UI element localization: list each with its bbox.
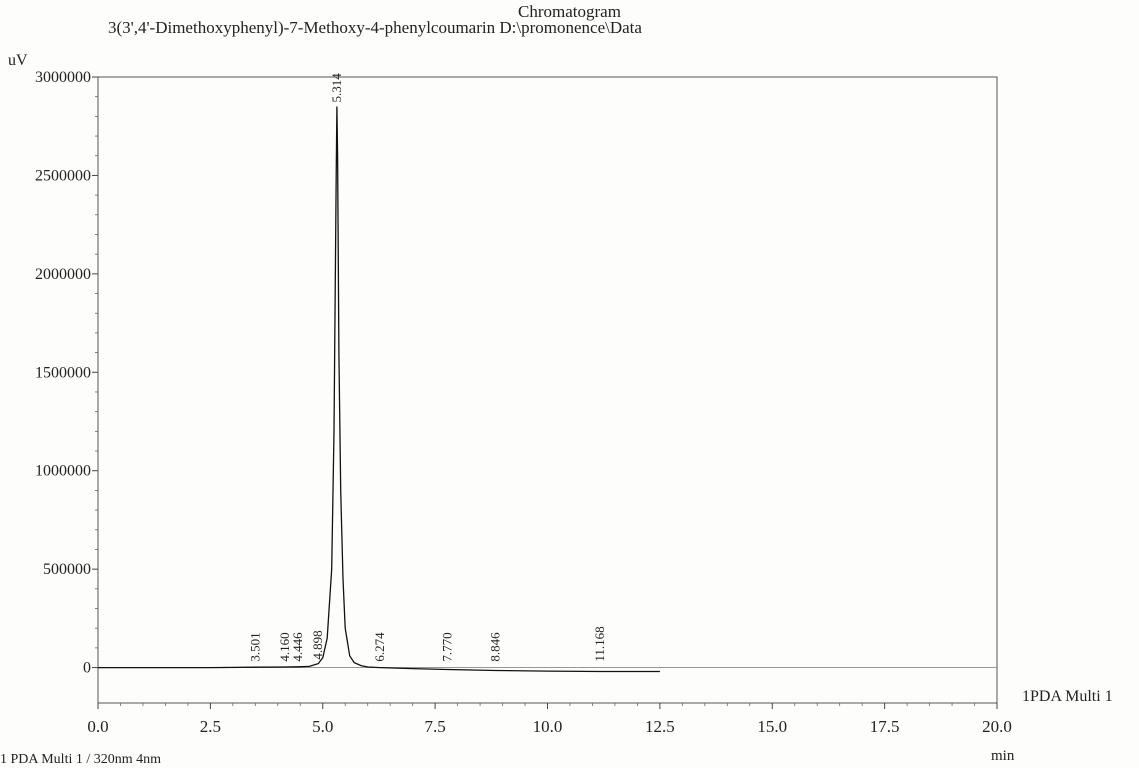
peak-label: 11.168 <box>592 626 607 661</box>
y-tick-label: 1500000 <box>35 364 91 381</box>
peak-label: 7.770 <box>439 632 454 661</box>
plot-frame <box>98 77 997 703</box>
peak-label: 6.274 <box>372 632 387 662</box>
peak-label: 4.446 <box>290 632 305 662</box>
series-line <box>98 107 660 672</box>
y-tick-label: 1000000 <box>35 463 91 480</box>
y-tick-label: 2000000 <box>35 266 91 283</box>
y-tick-label: 0 <box>83 660 91 677</box>
y-tick-label: 3000000 <box>35 69 91 86</box>
x-tick-label: 20.0 <box>982 717 1012 736</box>
y-tick-label: 2500000 <box>35 167 91 184</box>
x-tick-label: 17.5 <box>870 717 900 736</box>
peak-label: 4.898 <box>310 630 325 659</box>
peak-label: 8.846 <box>488 632 503 662</box>
x-tick-label: 0.0 <box>87 717 108 736</box>
peak-label: 5.314 <box>329 73 344 103</box>
x-tick-label: 10.0 <box>533 717 563 736</box>
x-tick-label: 2.5 <box>200 717 221 736</box>
peak-label: 3.501 <box>247 632 262 661</box>
y-tick-label: 500000 <box>43 561 91 578</box>
x-tick-label: 15.0 <box>757 717 787 736</box>
x-tick-label: 12.5 <box>645 717 675 736</box>
x-tick-label: 7.5 <box>425 717 446 736</box>
x-tick-label: 5.0 <box>312 717 333 736</box>
